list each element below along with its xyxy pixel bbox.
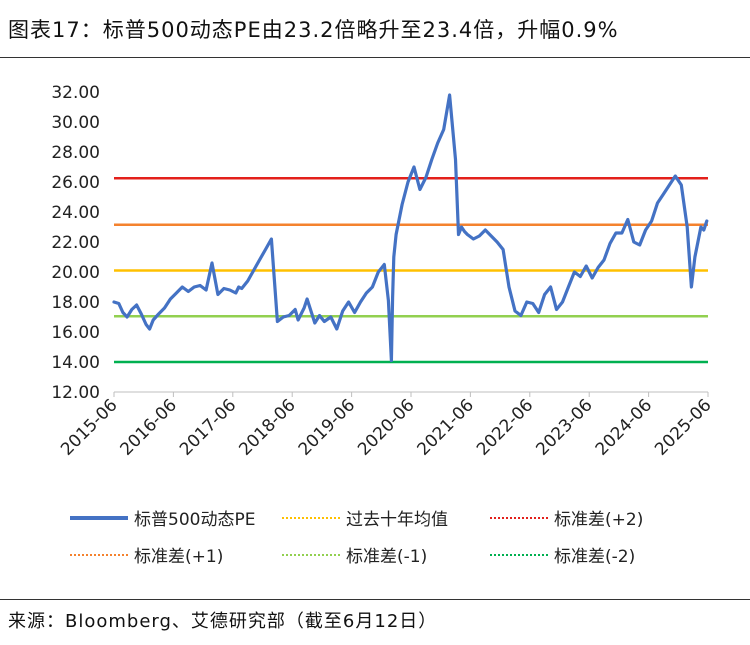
x-tick-label: 2025-06 (651, 395, 715, 459)
y-tick-label: 22.00 (51, 233, 100, 253)
x-tick-label: 2023-06 (532, 395, 596, 459)
y-tick-label: 12.00 (51, 383, 100, 403)
source-note: 来源：Bloomberg、艾德研究部（截至6月12日） (8, 611, 438, 632)
y-tick-label: 28.00 (51, 143, 100, 163)
pe-chart: 12.00 14.00 16.00 18.00 20.00 22.00 24.00 26.00… (51, 83, 715, 460)
legend-label-plus1: 标准差(+1) (134, 547, 224, 567)
legend-label-mean: 过去十年均值 (346, 510, 448, 530)
x-tick-label: 2022-06 (473, 395, 537, 459)
legend-swatch-minus1 (282, 553, 340, 556)
legend-label-minus1: 标准差(-1) (346, 547, 428, 567)
top-divider (0, 57, 750, 58)
legend-item-plus2: 标准差(+2) (490, 505, 643, 530)
y-tick-label: 30.00 (51, 113, 100, 133)
legend-swatch-mean (282, 516, 340, 519)
bottom-divider (0, 599, 750, 600)
y-tick-label: 26.00 (51, 173, 100, 193)
legend-item-minus2: 标准差(-2) (490, 542, 635, 567)
x-tick-label: 2019-06 (295, 395, 359, 459)
legend-swatch-minus2 (490, 553, 548, 556)
y-tick-label: 20.00 (51, 263, 100, 283)
legend-swatch-plus2 (490, 516, 548, 519)
x-tick-label: 2024-06 (592, 395, 656, 459)
y-tick-label: 24.00 (51, 203, 100, 223)
y-tick-label: 14.00 (51, 353, 100, 373)
y-tick-label: 18.00 (51, 293, 100, 313)
y-tick-label: 16.00 (51, 323, 100, 343)
legend-item-plus1: 标准差(+1) (70, 542, 223, 567)
legend-label-minus2: 标准差(-2) (554, 547, 636, 567)
legend-label-plus2: 标准差(+2) (554, 510, 644, 530)
legend-item-mean: 过去十年均值 (282, 505, 448, 530)
x-tick-label: 2018-06 (235, 395, 299, 459)
legend-label-pe: 标普500动态PE (134, 510, 256, 530)
x-tick-label: 2017-06 (176, 395, 240, 459)
x-tick-label: 2021-06 (414, 395, 478, 459)
legend-item-minus1: 标准差(-1) (282, 542, 427, 567)
legend-item-pe: 标普500动态PE (70, 505, 255, 530)
y-tick-label: 32.00 (51, 83, 100, 103)
legend-swatch-pe (70, 515, 128, 520)
legend-swatch-plus1 (70, 553, 128, 556)
pe-series-line (112, 93, 709, 363)
x-tick-label: 2015-06 (57, 395, 121, 459)
chart-legend: 标普500动态PE 过去十年均值 标准差(+2) 标准差(+1) 标准差(-1)… (0, 500, 750, 590)
x-tick-label: 2016-06 (117, 395, 181, 459)
chart-title: 图表17：标普500动态PE由23.2倍略升至23.4倍，升幅0.9% (8, 18, 619, 42)
x-tick-label: 2020-06 (354, 395, 418, 459)
